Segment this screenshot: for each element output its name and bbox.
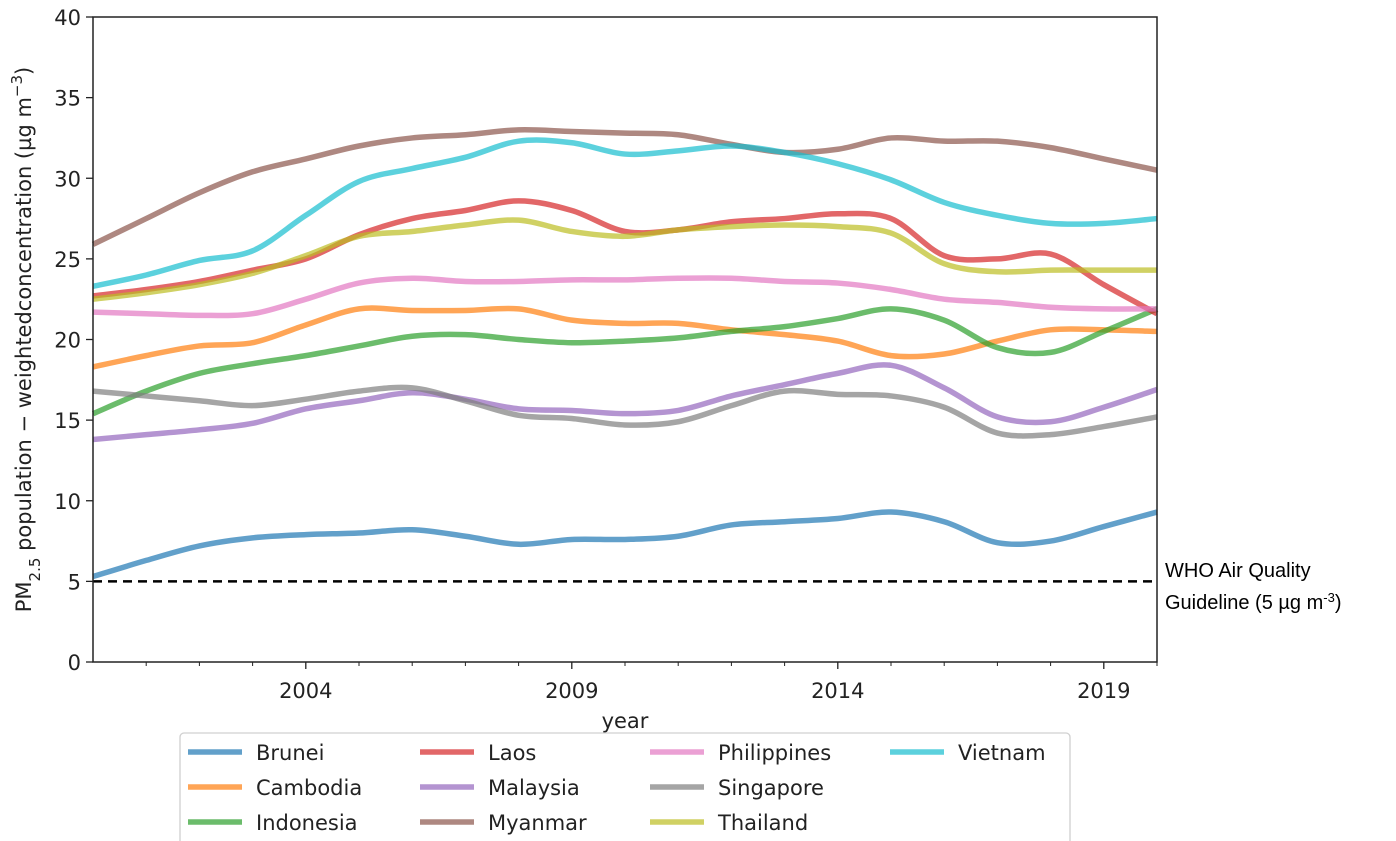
series-line <box>92 305 1158 370</box>
series-line <box>92 137 1158 289</box>
axes: 0 5 10 15 20 25 30 35 40 2004 2009 2014 2019 year PM2.… <box>8 6 1342 733</box>
legend-label: Vietnam <box>958 741 1046 765</box>
guideline-label-sup: -3 <box>1323 590 1335 605</box>
legend-label: Philippines <box>718 741 831 765</box>
series-line <box>92 217 1157 302</box>
guideline-label: Guideline (5 µg m-3) <box>1165 590 1342 615</box>
guideline-label: WHO Air Quality <box>1165 560 1311 582</box>
series-line <box>92 362 1158 443</box>
guideline-label-part: ) <box>1335 592 1342 614</box>
y-tick-label: 30 <box>54 167 81 191</box>
y-tick-label: 15 <box>54 409 81 433</box>
y-tick-label: 40 <box>54 6 81 30</box>
y-tick-label: 35 <box>54 87 81 111</box>
legend-box <box>179 732 1071 841</box>
y-axis-label-part: −3 <box>8 75 26 97</box>
y-tick-label: 0 <box>68 651 81 675</box>
legend-label: Thailand <box>717 811 808 835</box>
series-line <box>91 127 1158 247</box>
series-line <box>92 275 1158 319</box>
y-axis-label-part: 2.5 <box>26 558 44 582</box>
y-tick-label: 5 <box>68 570 81 594</box>
series-line <box>92 509 1158 580</box>
x-tick-label: 2019 <box>1077 679 1130 703</box>
y-axis-label-part: PM <box>12 581 36 612</box>
legend-label: Brunei <box>256 741 324 765</box>
y-axis-label-part: population − weightedconcentration (µg m <box>12 97 36 558</box>
legend-label: Laos <box>488 741 536 765</box>
y-axis-label: PM2.5 population − weightedconcentration… <box>8 67 44 613</box>
y-axis-label-part: ) <box>12 67 36 75</box>
x-tick-label: 2014 <box>811 679 864 703</box>
legend-label: Malaysia <box>488 776 580 800</box>
legend-label: Singapore <box>718 776 824 800</box>
guideline-label-part: Guideline (5 µg m <box>1165 592 1323 614</box>
legend-label: Cambodia <box>256 776 362 800</box>
y-tick-label: 25 <box>54 248 81 272</box>
x-tick-label: 2009 <box>545 679 598 703</box>
x-axis-label: year <box>602 709 649 733</box>
y-tick-label: 10 <box>54 490 81 514</box>
plot-lines <box>91 127 1159 583</box>
legend-label: Myanmar <box>488 811 587 835</box>
x-tick-label: 2004 <box>279 679 332 703</box>
y-tick-label: 20 <box>54 329 81 353</box>
series-line <box>91 306 1159 417</box>
series-line <box>92 384 1158 439</box>
legend-label: Indonesia <box>256 811 358 835</box>
plot-frame <box>92 16 1158 663</box>
legend: Brunei Cambodia Indonesia Laos Malaysia Myanm… <box>179 732 1071 841</box>
